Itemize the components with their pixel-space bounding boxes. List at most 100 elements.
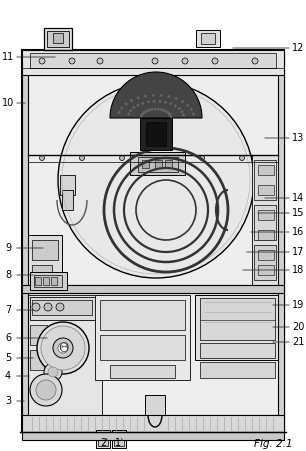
Bar bbox=[146, 122, 166, 146]
Circle shape bbox=[30, 374, 62, 406]
Circle shape bbox=[32, 303, 40, 311]
Bar bbox=[47, 31, 69, 47]
Circle shape bbox=[125, 103, 127, 105]
Circle shape bbox=[252, 58, 258, 64]
Text: Θ: Θ bbox=[58, 341, 68, 354]
Text: 7: 7 bbox=[5, 305, 11, 315]
Circle shape bbox=[151, 108, 153, 110]
Bar bbox=[258, 210, 274, 220]
Bar bbox=[51, 277, 57, 285]
Bar bbox=[252, 155, 278, 285]
Bar bbox=[138, 157, 178, 172]
Bar bbox=[258, 230, 274, 240]
Text: 6: 6 bbox=[5, 333, 11, 343]
Bar bbox=[258, 250, 274, 260]
Bar bbox=[44, 28, 72, 50]
Text: 12: 12 bbox=[292, 43, 304, 53]
Circle shape bbox=[128, 113, 130, 115]
Circle shape bbox=[147, 101, 150, 103]
Bar bbox=[62, 190, 73, 210]
Bar bbox=[278, 50, 284, 432]
Bar bbox=[196, 30, 220, 47]
Bar bbox=[100, 300, 185, 330]
Bar bbox=[22, 50, 284, 432]
Bar bbox=[145, 395, 165, 430]
Bar bbox=[96, 430, 110, 448]
Circle shape bbox=[170, 102, 172, 105]
Bar bbox=[32, 300, 92, 315]
Bar bbox=[32, 240, 58, 260]
Circle shape bbox=[41, 326, 85, 370]
Circle shape bbox=[145, 110, 147, 112]
Bar bbox=[22, 415, 284, 432]
Circle shape bbox=[120, 156, 125, 161]
Wedge shape bbox=[110, 72, 202, 118]
Bar bbox=[30, 272, 67, 290]
Bar bbox=[22, 285, 284, 293]
Text: 3: 3 bbox=[5, 396, 11, 406]
Circle shape bbox=[80, 156, 84, 161]
Circle shape bbox=[137, 104, 139, 106]
Bar bbox=[142, 160, 149, 168]
Text: 20: 20 bbox=[292, 322, 304, 332]
Circle shape bbox=[186, 104, 189, 106]
Circle shape bbox=[153, 100, 155, 102]
Circle shape bbox=[163, 109, 165, 111]
Circle shape bbox=[58, 343, 68, 353]
Circle shape bbox=[121, 107, 123, 109]
Circle shape bbox=[39, 156, 44, 161]
Text: 1: 1 bbox=[115, 438, 121, 448]
Circle shape bbox=[142, 102, 144, 104]
Circle shape bbox=[130, 110, 132, 112]
Bar bbox=[28, 295, 102, 415]
Bar bbox=[200, 362, 275, 378]
Circle shape bbox=[157, 108, 159, 110]
Circle shape bbox=[140, 115, 143, 117]
Bar bbox=[114, 432, 124, 446]
Circle shape bbox=[159, 100, 161, 102]
Circle shape bbox=[69, 58, 75, 64]
Bar bbox=[22, 75, 284, 285]
Circle shape bbox=[44, 303, 52, 311]
Circle shape bbox=[36, 380, 56, 400]
Circle shape bbox=[152, 94, 155, 97]
Circle shape bbox=[160, 94, 162, 97]
Bar bbox=[201, 33, 215, 44]
Bar bbox=[110, 365, 175, 378]
Circle shape bbox=[154, 108, 156, 110]
Bar bbox=[155, 160, 162, 168]
Circle shape bbox=[159, 156, 165, 161]
Bar bbox=[43, 277, 49, 285]
Circle shape bbox=[175, 97, 177, 100]
Bar bbox=[254, 160, 276, 200]
Text: 21: 21 bbox=[292, 337, 304, 347]
Bar bbox=[165, 160, 172, 168]
Circle shape bbox=[192, 113, 195, 115]
Bar bbox=[30, 53, 276, 68]
Text: 16: 16 bbox=[292, 227, 304, 237]
Bar bbox=[98, 432, 108, 446]
Text: 8: 8 bbox=[5, 270, 11, 280]
Text: 13: 13 bbox=[292, 133, 304, 143]
Bar bbox=[130, 152, 185, 175]
Circle shape bbox=[190, 108, 192, 110]
Circle shape bbox=[170, 115, 172, 118]
Circle shape bbox=[169, 114, 171, 116]
Bar bbox=[28, 235, 62, 285]
Circle shape bbox=[133, 106, 135, 109]
Bar bbox=[200, 298, 275, 320]
Bar bbox=[30, 325, 47, 345]
Text: 9: 9 bbox=[5, 243, 11, 253]
Bar bbox=[32, 265, 52, 280]
Bar bbox=[254, 245, 276, 280]
Bar bbox=[30, 297, 97, 320]
Bar bbox=[22, 50, 284, 75]
Bar bbox=[35, 277, 41, 285]
Bar bbox=[195, 295, 278, 360]
Text: 10: 10 bbox=[2, 98, 14, 108]
Circle shape bbox=[144, 95, 147, 97]
Text: 15: 15 bbox=[292, 208, 304, 218]
Bar bbox=[200, 343, 275, 358]
Bar bbox=[258, 165, 274, 175]
Circle shape bbox=[168, 95, 170, 98]
